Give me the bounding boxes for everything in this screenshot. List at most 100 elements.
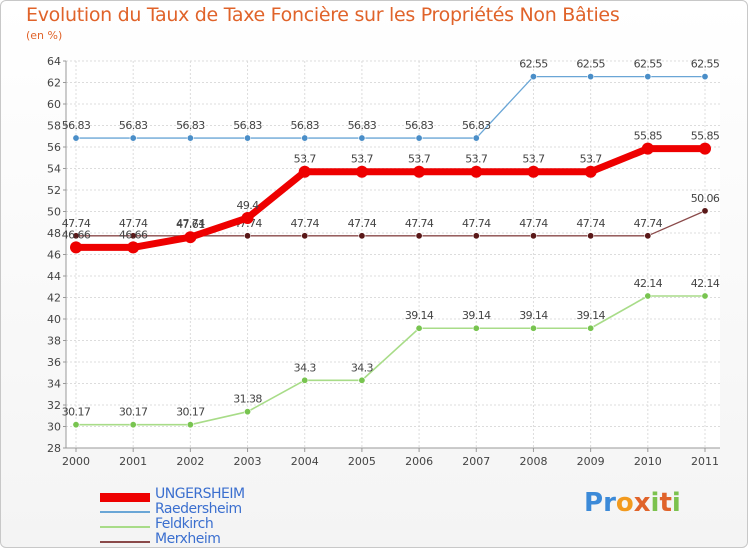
y-tick-label: 40 — [47, 313, 61, 326]
data-point-raedersheim — [415, 134, 423, 142]
data-point-ungersheim — [699, 142, 711, 155]
y-tick-label: 60 — [47, 98, 61, 111]
x-tick-label: 2009 — [577, 455, 605, 468]
logo-letter: i — [650, 488, 660, 518]
data-point-feldkirch — [415, 324, 423, 332]
data-label-raedersheim: 62.55 — [576, 58, 605, 71]
legend-label: Feldkirch — [155, 516, 214, 532]
chart-subtitle: (en %) — [26, 29, 63, 42]
logo-letter: o — [615, 488, 634, 518]
logo-letter: r — [603, 488, 616, 518]
y-tick-label: 32 — [47, 399, 61, 412]
data-point-ungersheim — [413, 165, 426, 178]
data-label-feldkirch: 39.14 — [405, 309, 434, 322]
data-point-raedersheim — [72, 134, 80, 142]
data-point-raedersheim — [301, 134, 309, 142]
x-tick-label: 2001 — [119, 455, 147, 468]
x-tick-label: 2004 — [291, 455, 319, 468]
data-point-feldkirch — [701, 292, 709, 300]
data-point-feldkirch — [72, 421, 80, 429]
data-point-raedersheim — [472, 134, 480, 142]
y-tick-label: 58 — [47, 120, 61, 133]
data-label-feldkirch: 34.3 — [294, 361, 317, 374]
data-point-raedersheim — [244, 134, 252, 142]
data-point-merxheim — [472, 232, 480, 240]
data-point-ungersheim — [641, 142, 654, 155]
data-label-merxheim: 47.74 — [176, 217, 205, 230]
data-point-merxheim — [358, 232, 366, 240]
y-tick-label: 50 — [47, 206, 61, 219]
data-point-feldkirch — [472, 324, 480, 332]
data-label-raedersheim: 56.83 — [348, 119, 377, 132]
data-label-raedersheim: 56.83 — [176, 119, 205, 132]
data-point-ungersheim — [355, 165, 368, 178]
data-label-ungersheim: 46.66 — [119, 228, 148, 241]
data-label-merxheim: 47.74 — [119, 217, 148, 230]
data-label-ungersheim: 53.7 — [465, 153, 488, 166]
data-label-raedersheim: 56.83 — [462, 119, 491, 132]
data-label-ungersheim: 55.85 — [691, 130, 720, 143]
legend-label: UNGERSHEIM — [155, 486, 245, 502]
legend-label: Merxheim — [155, 531, 221, 547]
data-label-ungersheim: 53.7 — [580, 153, 603, 166]
series-line-raedersheim — [75, 75, 706, 139]
data-point-ungersheim — [70, 241, 82, 254]
y-tick-label: 44 — [47, 270, 61, 283]
data-label-merxheim: 47.74 — [519, 217, 548, 230]
data-label-raedersheim: 62.55 — [519, 58, 548, 71]
data-label-ungersheim: 49.4 — [236, 199, 259, 212]
data-point-merxheim — [529, 232, 537, 240]
data-point-raedersheim — [644, 73, 652, 81]
data-label-feldkirch: 42.14 — [634, 277, 663, 290]
data-point-ungersheim — [241, 211, 254, 224]
data-point-merxheim — [72, 232, 80, 240]
data-point-ungersheim — [527, 165, 540, 178]
legend-swatch — [100, 492, 150, 502]
data-point-raedersheim — [587, 73, 595, 81]
data-label-raedersheim: 62.55 — [634, 58, 663, 71]
y-tick-label: 42 — [47, 292, 61, 305]
data-point-raedersheim — [529, 73, 537, 81]
data-point-merxheim — [244, 232, 252, 240]
data-point-merxheim — [129, 232, 137, 240]
data-label-raedersheim: 56.83 — [233, 119, 262, 132]
data-label-feldkirch: 31.38 — [233, 393, 262, 406]
data-point-raedersheim — [186, 134, 194, 142]
data-label-raedersheim: 56.83 — [119, 119, 148, 132]
data-point-feldkirch — [244, 408, 252, 416]
data-label-raedersheim: 56.83 — [62, 119, 91, 132]
data-point-merxheim — [587, 232, 595, 240]
legend-swatch — [100, 511, 150, 513]
data-label-raedersheim: 56.83 — [290, 119, 319, 132]
data-point-ungersheim — [584, 165, 597, 178]
data-label-merxheim: 47.74 — [462, 217, 491, 230]
y-tick-label: 52 — [47, 184, 61, 197]
y-tick-label: 62 — [47, 77, 61, 90]
data-point-ungersheim — [184, 231, 197, 244]
y-tick-label: 38 — [47, 335, 61, 348]
y-tick-label: 46 — [47, 249, 61, 262]
data-label-feldkirch: 30.17 — [62, 406, 91, 419]
proxiti-logo: Proxiti — [584, 488, 681, 518]
data-point-feldkirch — [587, 324, 595, 332]
data-label-merxheim: 47.74 — [348, 217, 377, 230]
data-label-merxheim: 47.74 — [576, 217, 605, 230]
data-label-merxheim: 47.74 — [634, 217, 663, 230]
data-label-ungersheim: 55.85 — [634, 130, 663, 143]
data-point-feldkirch — [358, 376, 366, 384]
data-point-feldkirch — [301, 376, 309, 384]
data-point-ungersheim — [298, 165, 311, 178]
data-point-feldkirch — [644, 292, 652, 300]
y-tick-label: 36 — [47, 356, 61, 369]
data-label-ungersheim: 47.61 — [176, 218, 205, 231]
x-tick-label: 2005 — [348, 455, 376, 468]
x-tick-label: 2007 — [462, 455, 490, 468]
data-label-merxheim: 47.74 — [62, 217, 91, 230]
data-label-feldkirch: 42.14 — [691, 277, 720, 290]
legend-swatch — [100, 526, 150, 528]
data-point-merxheim — [301, 232, 309, 240]
data-label-raedersheim: 56.83 — [405, 119, 434, 132]
data-label-feldkirch: 39.14 — [519, 309, 548, 322]
data-point-merxheim — [644, 232, 652, 240]
